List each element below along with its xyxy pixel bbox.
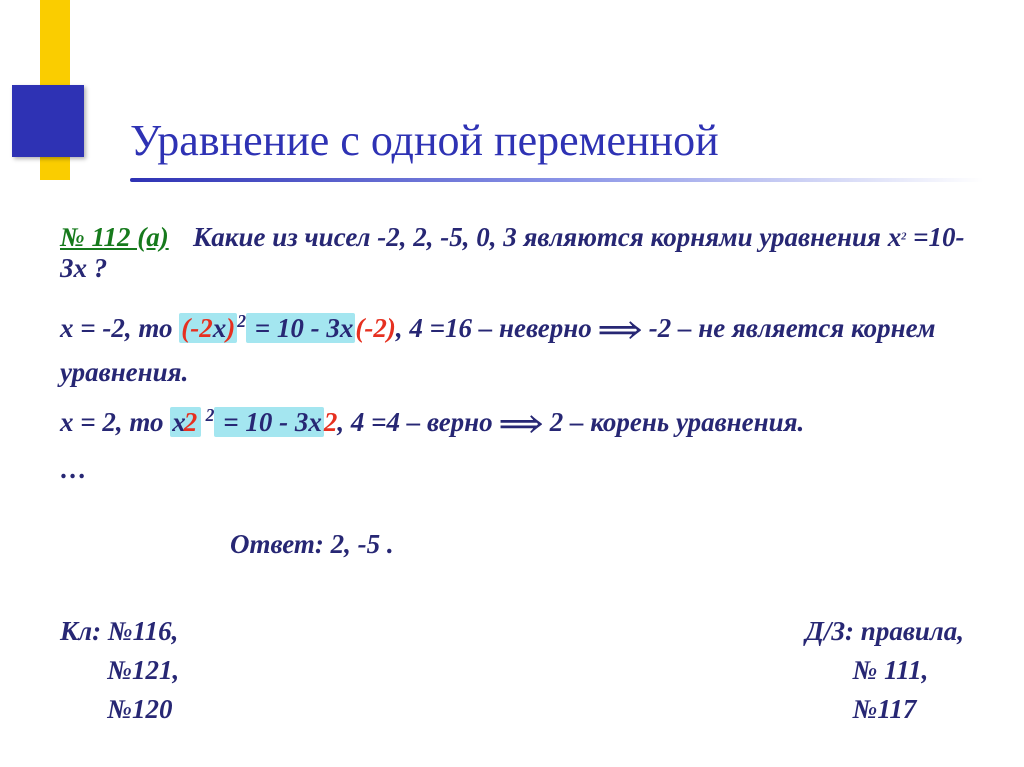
- fr-2: № 111,: [805, 651, 964, 690]
- l2-concl: 2 – корень уравнения.: [543, 407, 804, 437]
- fl-1: Кл: №116,: [60, 612, 179, 651]
- l2-sub-left: x2: [170, 407, 201, 437]
- fl-3: №120: [60, 690, 179, 729]
- problem-text-1b: Какие из чисел -2, 2, -5, 0, 3 являются …: [193, 222, 901, 252]
- problem-statement: № 112 (а) Какие из чисел -2, 2, -5, 0, 3…: [60, 222, 984, 284]
- problem-label: № 112 (а): [60, 222, 169, 252]
- l1-arrow: ⟹: [598, 317, 642, 344]
- l2-pre: x = 2, то: [60, 407, 170, 437]
- l1-post2: 16: [445, 313, 472, 343]
- l2-arrow: ⟹: [499, 411, 543, 438]
- l2-verdict: – верно: [400, 407, 499, 437]
- l1-open: (-2: [181, 313, 212, 343]
- l1-mid: = 10 - 3x: [246, 313, 355, 343]
- l1-x: x: [213, 313, 227, 343]
- work-line-1: x = -2, то (-2x)2 = 10 - 3x(-2), 4 =16 –…: [60, 308, 984, 392]
- ellipsis: …: [60, 454, 984, 485]
- l2-exp: 2: [201, 405, 214, 425]
- l1-sub-left: (-2x): [179, 313, 237, 343]
- fr-3: №117: [805, 690, 964, 729]
- problem-text-1: [173, 222, 193, 252]
- footer-right: Д/З: правила, № 111, №117: [805, 612, 964, 729]
- footer: Кл: №116, №121, №120 Д/З: правила, № 111…: [60, 612, 964, 729]
- answer-line: Ответ: 2, -5 .: [230, 529, 984, 560]
- l1-pre: x = -2, то: [60, 313, 179, 343]
- footer-left: Кл: №116, №121, №120: [60, 612, 179, 729]
- title-block: Уравнение с одной переменной: [130, 115, 984, 182]
- decor-blue-square: [12, 85, 84, 157]
- fl-2: №121,: [60, 651, 179, 690]
- l2-post2: 4: [386, 407, 400, 437]
- slide-title: Уравнение с одной переменной: [130, 115, 984, 166]
- content-area: № 112 (а) Какие из чисел -2, 2, -5, 0, 3…: [60, 222, 984, 560]
- fr-1: Д/З: правила,: [805, 612, 964, 651]
- l1-post1: , 4 =: [396, 313, 445, 343]
- l1-exp: 2: [237, 311, 246, 331]
- l2-sub-right: 2: [324, 407, 338, 437]
- l2-2: 2: [184, 407, 198, 437]
- l2-post1: , 4 =: [337, 407, 386, 437]
- work-line-2: x = 2, то x2 2 = 10 - 3x2, 4 =4 – верно …: [60, 402, 984, 446]
- title-underline: [130, 178, 984, 182]
- l2-mid: = 10 - 3x: [214, 407, 323, 437]
- l1-verdict: – неверно: [472, 313, 598, 343]
- l1-close: ): [226, 313, 235, 343]
- l1-sub-right: (-2): [355, 313, 395, 343]
